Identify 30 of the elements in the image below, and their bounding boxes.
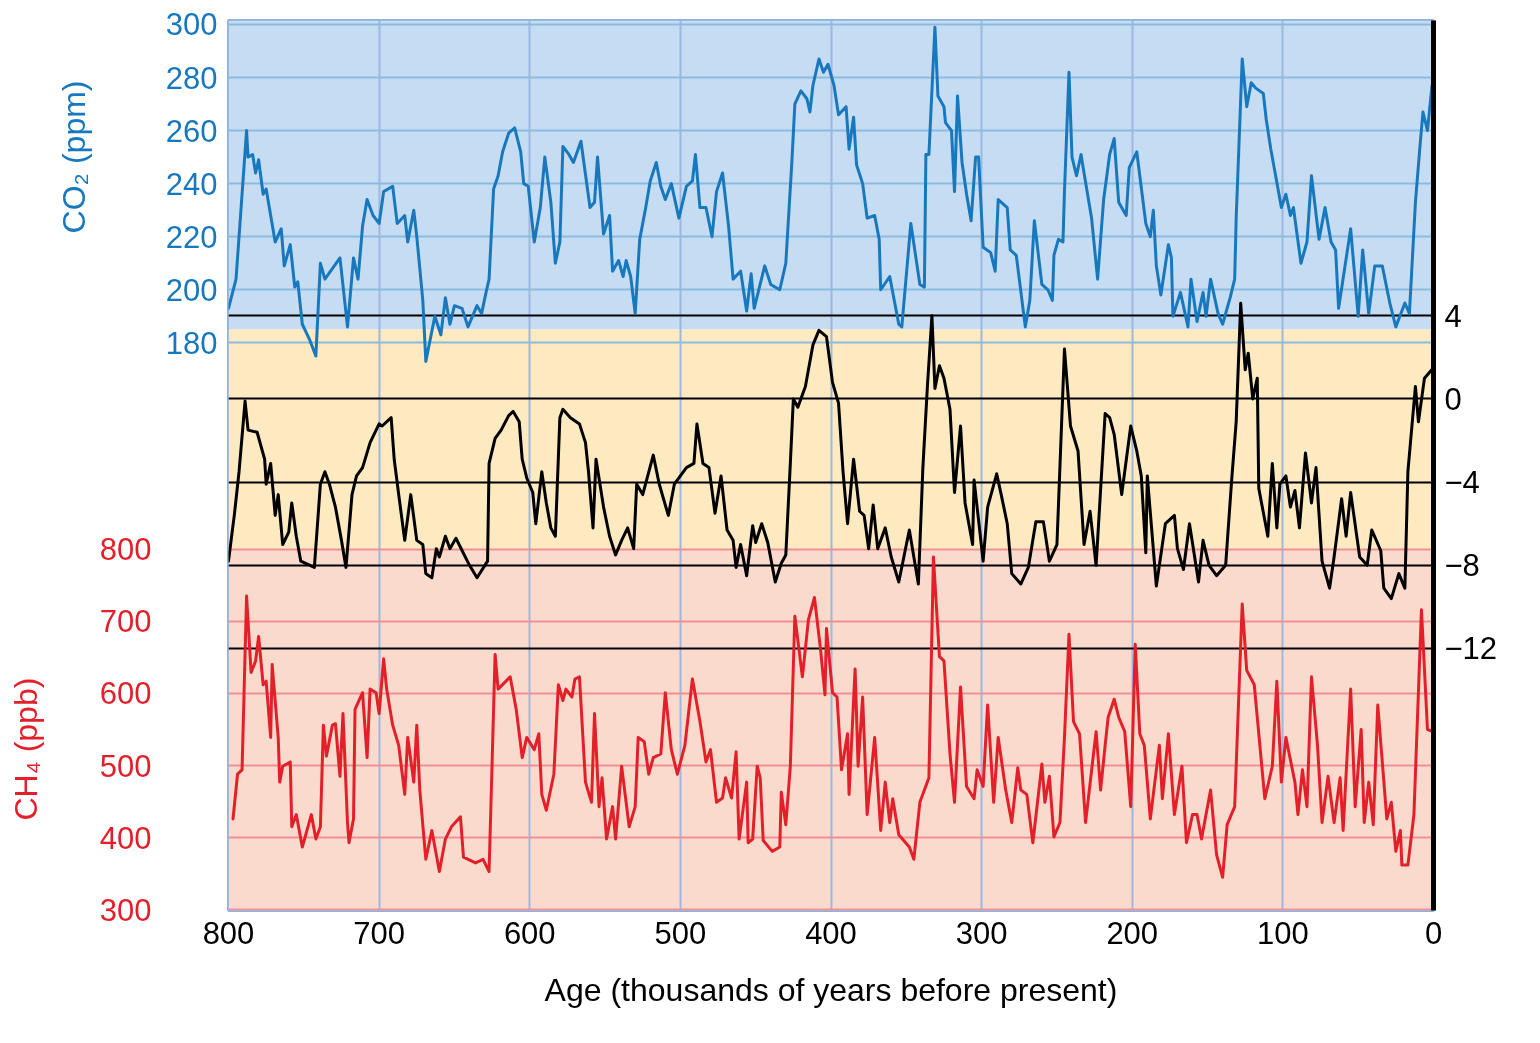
y3-tick-label: 400	[99, 820, 152, 856]
y-tick-label: 200	[165, 272, 218, 308]
y3-tick-label: 600	[99, 676, 152, 712]
x-tick-label: 500	[654, 915, 707, 951]
x-tick-label: 0	[1424, 915, 1443, 951]
y-tick-label: 300	[165, 7, 218, 43]
y-tick-label: 280	[165, 60, 218, 96]
x-tick-label: 700	[353, 915, 405, 951]
y-tick-label: 240	[165, 166, 218, 202]
y-tick-label: 220	[165, 219, 218, 255]
y-tick-label: 180	[165, 325, 218, 361]
x-axis-title: Age (thousands of years before present)	[544, 971, 1118, 1008]
y3-axis-title: CH₄ (ppb)	[7, 677, 44, 821]
y3-tick-label: 800	[99, 532, 152, 568]
y2-tick-label: 0	[1444, 381, 1462, 417]
y2-tick-label: −4	[1444, 465, 1480, 501]
y2-tick-label: 4	[1444, 298, 1462, 334]
y-tick-label: 260	[165, 113, 218, 149]
x-tick-label: 800	[202, 915, 255, 951]
y2-tick-label: −12	[1444, 631, 1498, 667]
x-tick-label: 200	[1106, 915, 1159, 951]
x-tick-label: 400	[805, 915, 857, 951]
y2-tick-label: −8	[1444, 548, 1480, 584]
y3-tick-label: 700	[99, 604, 152, 640]
x-tick-label: 600	[503, 915, 556, 951]
x-tick-label: 300	[955, 915, 1008, 951]
y-axis-title: CO₂ (ppm)	[55, 80, 92, 234]
y3-tick-label: 300	[99, 892, 152, 928]
y3-tick-label: 500	[99, 748, 152, 784]
x-tick-label: 100	[1257, 915, 1309, 951]
